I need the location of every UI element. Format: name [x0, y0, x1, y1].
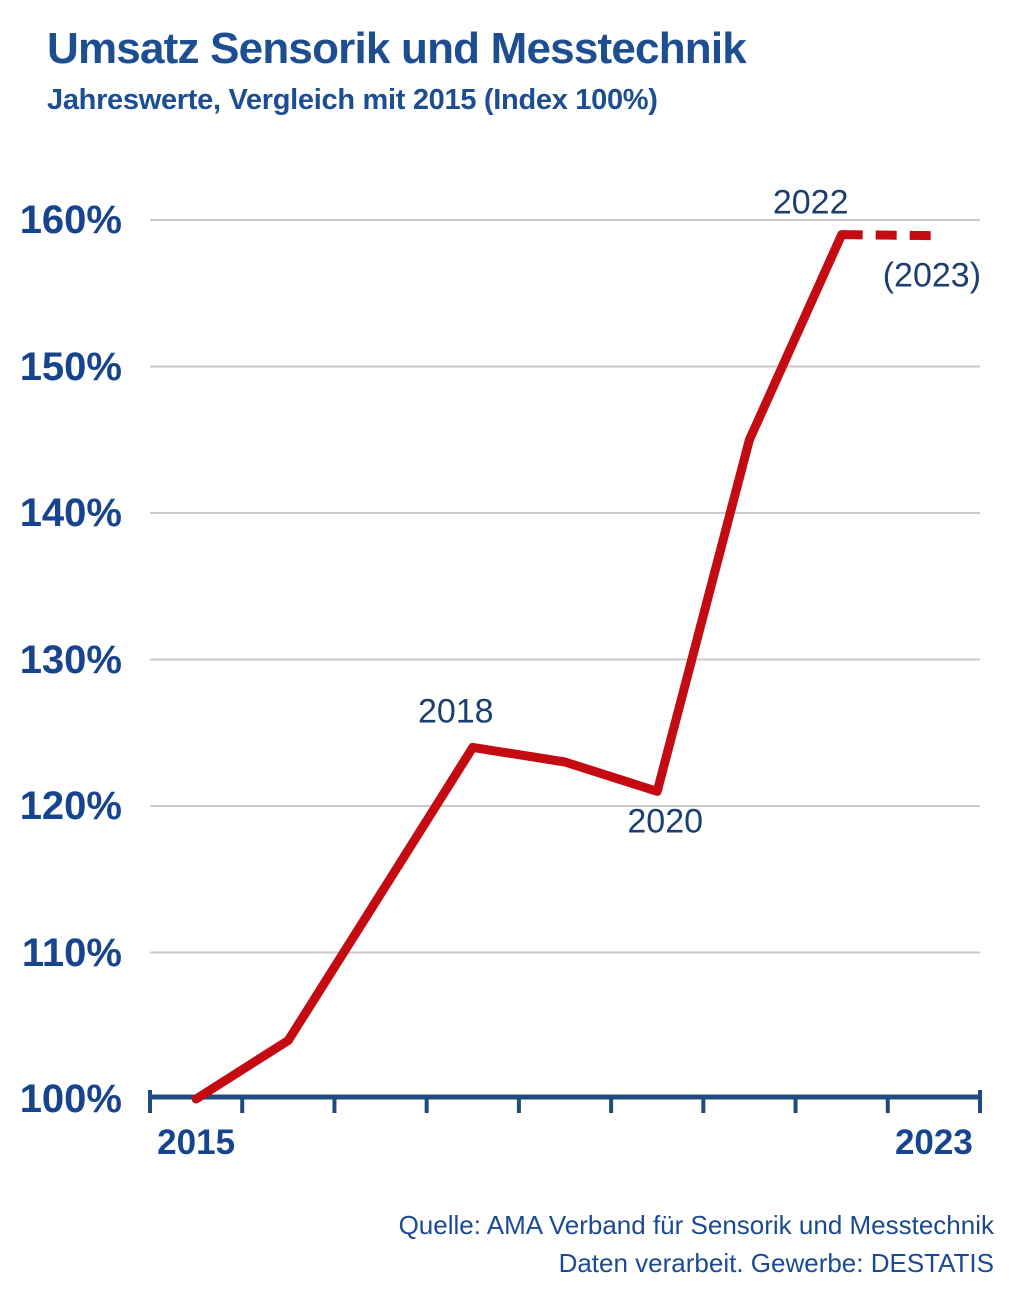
- data-line-dashed-provisional: [841, 230, 935, 241]
- source-note: Quelle: AMA Verband für Sensorik und Mes…: [399, 1206, 994, 1282]
- page-subtitle: Jahreswerte, Vergleich mit 2015 (Index 1…: [47, 84, 658, 116]
- x-axis-label-2015: 2015: [157, 1123, 236, 1162]
- y-axis-label-130: 130%: [19, 637, 122, 682]
- y-axis-label-150: 150%: [19, 344, 122, 389]
- y-axis-label-160: 160%: [19, 198, 122, 242]
- annotation-2022: 2022: [772, 183, 849, 222]
- y-axis-label-110: 110%: [21, 930, 122, 975]
- y-axis-label-100: 100%: [19, 1077, 122, 1121]
- source-line-2: Daten verarbeit. Gewerbe: DESTATIS: [558, 1248, 994, 1278]
- annotation-2018: 2018: [417, 692, 494, 731]
- y-axis-label-120: 120%: [19, 784, 122, 828]
- x-axis-label-2023: 2023: [894, 1123, 973, 1162]
- y-axis-label-140: 140%: [19, 491, 122, 535]
- source-line-1: Quelle: AMA Verband für Sensorik und Mes…: [398, 1210, 994, 1240]
- annotation-2023: (2023): [882, 256, 982, 295]
- data-line-solid: [191, 230, 847, 1104]
- annotation-2020: 2020: [627, 802, 704, 841]
- page-title: Umsatz Sensorik und Messtechnik: [47, 24, 747, 73]
